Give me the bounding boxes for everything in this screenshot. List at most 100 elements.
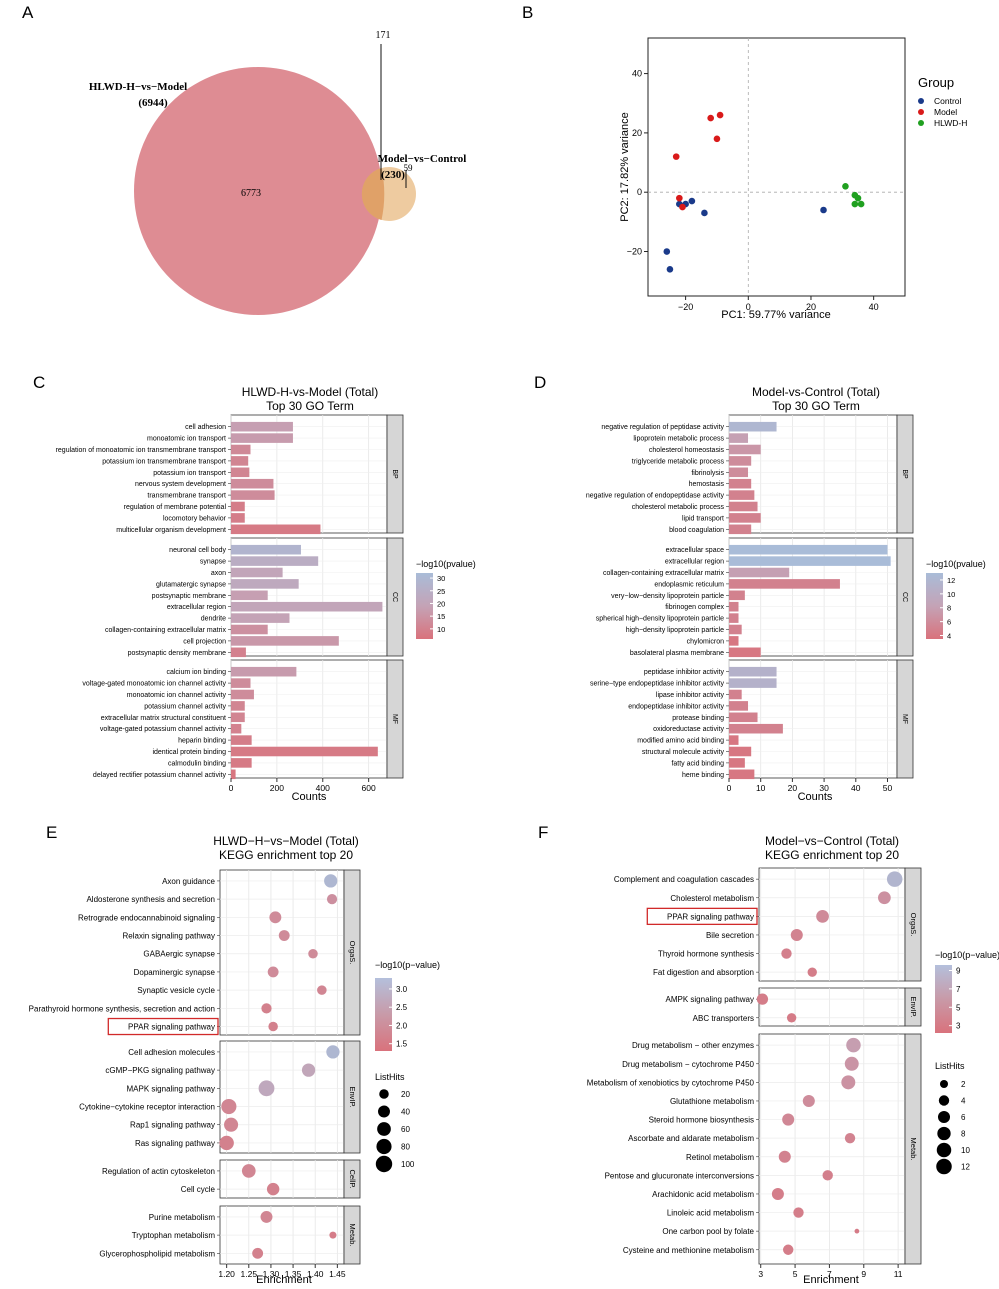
kegg-term-label: cGMP−PKG signaling pathway (105, 1066, 215, 1075)
kegg-x-tick-label: 1.30 (263, 1269, 280, 1279)
kegg-term-label: Regulation of actin cytoskeleton (102, 1167, 215, 1176)
go-term-label: serine−type endopeptidase inhibitor acti… (590, 681, 725, 688)
go-bar (231, 567, 283, 578)
chart-d-legend-title: −log10(pvalue) (926, 559, 986, 569)
kegg-bubble (771, 1187, 784, 1200)
pca-legend-label: Control (934, 96, 962, 106)
go-bar (729, 444, 761, 455)
kegg-x-tick-label: 3 (758, 1269, 763, 1279)
kegg-x-tick-label: 7 (827, 1269, 832, 1279)
pca-x-tick-label: 20 (806, 302, 816, 312)
go-legend-tick-label: 6 (947, 618, 951, 627)
kegg-x-tick-label: 9 (861, 1269, 866, 1279)
kegg-facet-panel (758, 867, 906, 982)
kegg-bubble (308, 948, 318, 959)
pca-point (672, 153, 680, 160)
go-bar (231, 746, 378, 757)
kegg-size-legend-dot (379, 1089, 389, 1099)
go-legend-tick-label: 12 (947, 576, 955, 585)
go-bar (729, 433, 749, 443)
go-term-label: delayed rectifier potassium channel acti… (93, 772, 227, 779)
go-term-label: lipase inhibitor activity (656, 692, 725, 699)
kegg-term-label: Ascorbate and aldarate metabolism (628, 1134, 754, 1143)
kegg-bubble (278, 930, 290, 941)
go-term-label: cholesterol metabolic process (632, 504, 725, 511)
kegg-facet-strip (343, 1040, 361, 1154)
kegg-bubble (317, 985, 327, 995)
go-bar (729, 613, 739, 623)
go-bar (231, 647, 246, 658)
go-term-label: identical protein binding (152, 749, 226, 756)
kegg-size-legend-label: 40 (401, 1108, 410, 1117)
chart-e-subtitle: KEGG enrichment top 20 (219, 848, 353, 862)
kegg-term-label: Ras signaling pathway (135, 1139, 215, 1148)
go-term-label: lipoprotein metabolic process (633, 436, 724, 443)
venn-set2-count: (230) (381, 169, 405, 181)
chart-f-title: Model−vs−Control (Total) (765, 834, 899, 848)
go-term-label: endoplasmic reticulum (654, 581, 724, 588)
go-bar (729, 678, 777, 688)
kegg-bubble (269, 911, 282, 924)
kegg-size-legend-dot (375, 1155, 393, 1173)
go-bar (729, 590, 745, 601)
go-facet-strip-label: BP (391, 469, 398, 479)
go-term-label: heme binding (682, 772, 724, 779)
kegg-size-legend-label: 6 (961, 1113, 966, 1122)
kegg-size-legend-label: 60 (401, 1125, 410, 1134)
venn-set2-label: Model−vs−Control (378, 153, 467, 165)
go-term-label: regulation of monoatomic ion transmembra… (56, 447, 226, 454)
go-term-label: fibrinogen complex (665, 604, 724, 611)
go-term-label: extracellular matrix structural constitu… (101, 715, 226, 722)
venn-set1-count: (6944) (138, 97, 168, 109)
kegg-term-label: Synaptic vesicle cycle (137, 986, 215, 995)
go-bar (729, 490, 755, 500)
pca-point (842, 182, 849, 190)
kegg-facet-strip (904, 987, 922, 1027)
kegg-legend-tick-label: 7 (956, 985, 961, 994)
go-term-label: multicellular organism development (116, 527, 226, 534)
chart-c-xlabel: Counts (292, 791, 327, 803)
go-x-tick-label: 0 (727, 783, 732, 793)
chart-e-title: HLWD−H−vs−Model (Total) (213, 834, 359, 848)
chart-f-xlabel: Enrichment (803, 1274, 859, 1286)
go-x-tick-label: 20 (788, 783, 798, 793)
go-term-label: potassium ion transmembrane transport (102, 458, 226, 465)
go-term-label: hemostasis (689, 481, 725, 488)
pca-y-tick-label: −20 (627, 247, 642, 257)
kegg-bubble (268, 1021, 278, 1032)
go-facet-strip (896, 537, 914, 657)
go-legend-tick-label: 15 (437, 612, 445, 621)
go-term-label: synapse (200, 559, 226, 566)
go-bar (231, 490, 275, 500)
go-bar (231, 456, 249, 466)
kegg-bubble (224, 1117, 239, 1132)
pca-plot-border (647, 37, 906, 297)
kegg-term-label: Bile secretion (706, 931, 754, 940)
panel-label-a: A (22, 3, 34, 22)
kegg-facet-strip-label: EnvIP. (348, 1086, 357, 1107)
kegg-size-legend-dot (377, 1122, 391, 1136)
kegg-term-label: PPAR signaling pathway (667, 912, 754, 921)
kegg-term-label: Linoleic acid metabolism (667, 1209, 754, 1218)
panel-label-e: E (46, 823, 57, 842)
pca-point (854, 194, 862, 202)
go-bar (729, 501, 758, 512)
go-bar (231, 467, 250, 478)
go-legend-tick-label: 20 (437, 599, 445, 608)
go-bar (231, 701, 245, 711)
kegg-term-label: MAPK signaling pathway (127, 1084, 216, 1093)
kegg-bubble (822, 1170, 833, 1181)
go-bar-chart-model: Model-vs-Control (Total) Top 30 GO Term … (586, 385, 986, 803)
go-term-label: postsynaptic membrane (152, 593, 226, 600)
pca-point (663, 248, 671, 255)
kegg-bubble (324, 874, 338, 888)
chart-f-size-legend-title: ListHits (935, 1061, 965, 1071)
kegg-facet-strip-label: OrgaS. (909, 913, 918, 937)
kegg-legend-tick-label: 5 (956, 1003, 961, 1012)
go-bar-chart-hlwd: HLWD-H-vs-Model (Total) Top 30 GO Term C… (56, 385, 476, 803)
kegg-highlight-box (107, 1017, 219, 1036)
kegg-bubble (260, 1210, 273, 1223)
pca-plot: −20 0 20 40 −20 0 20 40 PC1: 59.77% variance PC… (619, 37, 967, 321)
chart-e-xlabel: Enrichment (256, 1274, 312, 1286)
go-facet-panel (728, 537, 898, 657)
